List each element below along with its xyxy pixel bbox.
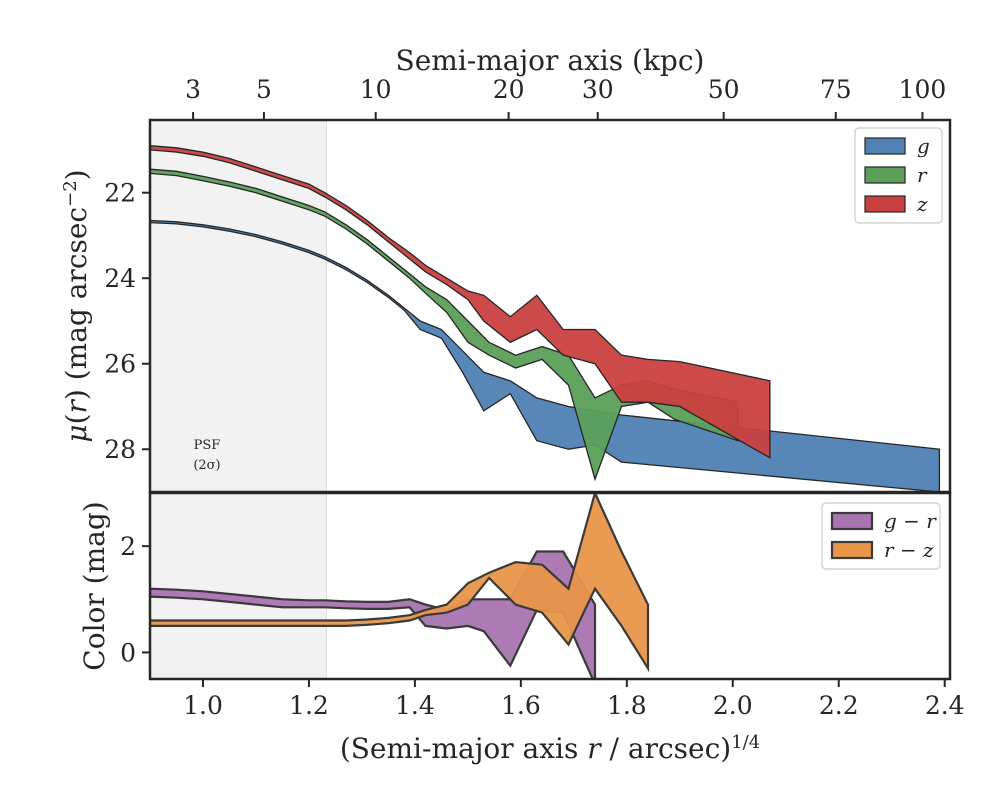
legend-swatch-r-z <box>830 540 874 560</box>
bottom-panel: 02 1.0 1.2 1.4 1.6 1.8 2.0 2.2 2.4 <box>120 491 965 720</box>
bottom-legend: g − r r − z <box>821 502 941 570</box>
x-tick-label: 1.0 <box>183 691 223 720</box>
x-tick-label: 2.2 <box>819 691 859 720</box>
x-tick-label: 2.0 <box>713 691 753 720</box>
legend-swatch-r <box>864 166 906 184</box>
top-y-axis-title: μ(r) (mag arcsec−2) <box>60 169 94 442</box>
bottom-y-axis-title: Color (mag) <box>78 501 111 670</box>
top-legend: grz <box>854 127 943 224</box>
top-kpc-ticks: 3 5 10 20 30 50 75 100 <box>185 75 946 120</box>
y-tick-label: 28 <box>104 435 136 464</box>
psf-label-line2: (2σ) <box>193 458 220 473</box>
series-band-z <box>150 145 771 459</box>
kpc-tick-label: 50 <box>708 75 740 104</box>
top-panel: 22 24 26 28 3 5 10 20 30 50 75 100 <box>104 75 952 494</box>
x-tick-label: 2.4 <box>925 691 965 720</box>
x-tick-label: 1.6 <box>501 691 541 720</box>
series-band-g <box>150 219 941 492</box>
legend-label-r-z: r − z <box>884 538 934 562</box>
legend-swatch-g <box>864 137 906 155</box>
kpc-tick-label: 30 <box>582 75 614 104</box>
kpc-tick-label: 5 <box>256 75 272 104</box>
legend-swatch-g-r <box>830 511 874 531</box>
x-tick-label: 1.2 <box>289 691 329 720</box>
legend-label-r: r <box>917 163 928 187</box>
kpc-tick-label: 3 <box>185 75 201 104</box>
y-tick-label: 24 <box>104 264 136 293</box>
x-tick-label: 1.8 <box>607 691 647 720</box>
top-axis-title: Semi-major axis (kpc) <box>396 44 705 77</box>
y-tick-label: 2 <box>120 532 136 561</box>
legend-label-g-r: g − r <box>884 509 937 533</box>
legend-label-z: z <box>916 192 928 216</box>
psf-label-line1: PSF <box>194 438 221 453</box>
bottom-x-ticks: 1.0 1.2 1.4 1.6 1.8 2.0 2.2 2.4 <box>183 679 965 720</box>
y-tick-label: 22 <box>104 179 136 208</box>
psf-shade-rect-bottom <box>150 493 327 679</box>
top-series-areas <box>150 145 941 492</box>
psf-shade-bottom <box>150 493 327 679</box>
series-band-r <box>150 168 739 482</box>
bottom-y-ticks: 02 <box>120 532 150 667</box>
bottom-x-axis-title: (Semi-major axis r / arcsec)1/4 <box>340 732 760 766</box>
y-tick-label: 0 <box>120 638 136 667</box>
bottom-panel-frame <box>148 491 952 681</box>
legend-label-g: g <box>917 134 930 158</box>
x-tick-label: 1.4 <box>395 691 435 720</box>
kpc-tick-label: 20 <box>493 75 525 104</box>
kpc-tick-label: 100 <box>899 75 947 104</box>
legend-swatch-z <box>864 195 906 213</box>
kpc-tick-label: 10 <box>360 75 392 104</box>
bottom-series-areas <box>150 493 650 679</box>
series-band-r-z <box>150 493 650 673</box>
y-tick-label: 26 <box>104 350 136 379</box>
top-y-ticks: 22 24 26 28 <box>104 179 150 464</box>
series-band-g-r <box>150 550 597 679</box>
kpc-tick-label: 75 <box>820 75 852 104</box>
